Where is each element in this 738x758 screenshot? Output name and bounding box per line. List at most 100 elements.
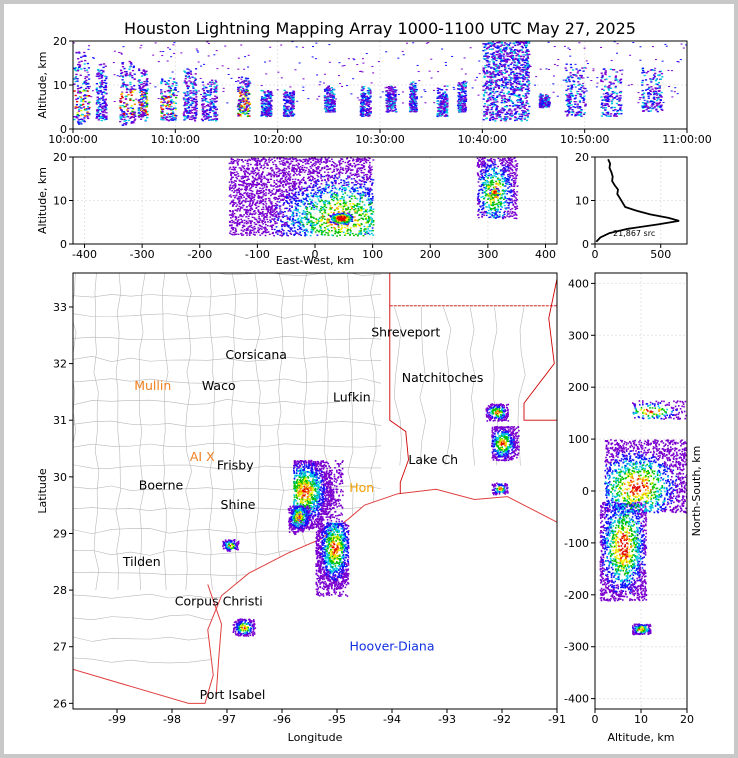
time-height-source [193, 112, 196, 115]
time-height-source [499, 80, 502, 82]
time-height-source [655, 99, 659, 102]
time-height-source [460, 96, 463, 98]
time-height-source [646, 93, 650, 95]
time-height-source [522, 78, 525, 80]
time-height-source [503, 109, 506, 111]
time-height-source [118, 52, 121, 54]
time-height-source [486, 71, 489, 74]
time-height-source [245, 88, 248, 91]
time-height-source [138, 87, 141, 89]
time-height-source [212, 118, 215, 120]
time-height-source [515, 89, 518, 91]
time-height-source [245, 106, 248, 108]
time-height-source [359, 70, 362, 72]
time-height-source [215, 97, 218, 99]
east-west-source [317, 218, 320, 221]
time-height-source [175, 115, 178, 117]
time-height-source [191, 76, 194, 78]
time-height-source [170, 112, 173, 115]
time-height-source [202, 114, 205, 116]
time-height-source [502, 81, 505, 84]
time-height-source [207, 43, 210, 45]
time-height-source [414, 93, 417, 96]
time-height-source [438, 103, 441, 105]
time-height-source [160, 101, 163, 103]
time-height-source [170, 102, 173, 104]
time-height-source [486, 86, 489, 88]
time-height-source [140, 116, 143, 118]
east-west-source [236, 220, 239, 222]
time-height-source [503, 116, 506, 118]
time-height-source [445, 95, 448, 97]
time-height-source [129, 91, 132, 94]
time-height-source [424, 91, 427, 93]
time-height-source [98, 73, 101, 75]
time-height-source [87, 112, 90, 115]
time-height-source [606, 97, 609, 99]
time-height-source [327, 104, 330, 106]
east-west-source [329, 205, 332, 207]
time-height-source [154, 86, 157, 88]
time-height-source [526, 49, 529, 51]
time-height-source [133, 85, 136, 87]
east-west-source [311, 224, 314, 226]
time-height-source [584, 105, 587, 107]
time-height-source [523, 65, 526, 68]
time-height-source [146, 88, 149, 90]
time-height-source [505, 59, 508, 61]
time-height-source [417, 71, 420, 73]
time-height-source [607, 115, 611, 117]
time-height-source [459, 107, 462, 110]
time-height-source [245, 112, 248, 114]
time-height-source [516, 59, 520, 62]
time-height-source [262, 97, 265, 99]
time-height-source [511, 101, 514, 103]
time-height-source [123, 112, 126, 114]
time-height-source [362, 101, 365, 103]
time-height-source [86, 62, 89, 65]
time-height-source [166, 108, 169, 110]
time-height-source [139, 108, 142, 110]
time-height-source [525, 45, 528, 47]
time-height-source [139, 47, 142, 49]
time-height-source [460, 91, 463, 94]
time-height-source [627, 84, 630, 86]
east-west-source [323, 211, 325, 214]
time-height-source [582, 87, 586, 89]
time-height-source [602, 113, 605, 115]
time-height-source [583, 91, 586, 93]
time-height-source [130, 94, 133, 96]
time-height-source [242, 110, 245, 113]
time-height-source [122, 62, 125, 64]
time-height-source [415, 90, 418, 92]
time-height-source [105, 112, 108, 114]
time-height-source [660, 72, 664, 75]
time-height-source [209, 116, 212, 118]
time-height-source [331, 109, 334, 111]
time-height-source [464, 87, 467, 89]
time-height-source [96, 90, 99, 92]
time-height-source [282, 93, 285, 95]
time-height-source [643, 99, 646, 101]
time-height-source [522, 95, 525, 97]
time-height-source [616, 109, 619, 112]
time-height-source [502, 76, 505, 78]
time-height-source [166, 102, 169, 104]
time-height-source [290, 99, 293, 101]
time-height-source [174, 107, 177, 109]
time-height-source [490, 56, 494, 58]
time-height-source [489, 93, 492, 95]
time-height-source [363, 86, 366, 88]
east-west-source [333, 196, 336, 198]
east-west-source [257, 193, 260, 195]
time-height-source [443, 96, 446, 99]
time-height-source [414, 106, 417, 108]
time-height-source [134, 115, 137, 117]
time-height-source [518, 115, 521, 118]
time-height-source [361, 86, 364, 88]
time-height-source [202, 108, 205, 110]
time-height-source [73, 90, 76, 92]
time-height-source [572, 94, 575, 97]
time-height-source [509, 118, 512, 120]
time-height-source [122, 113, 125, 115]
